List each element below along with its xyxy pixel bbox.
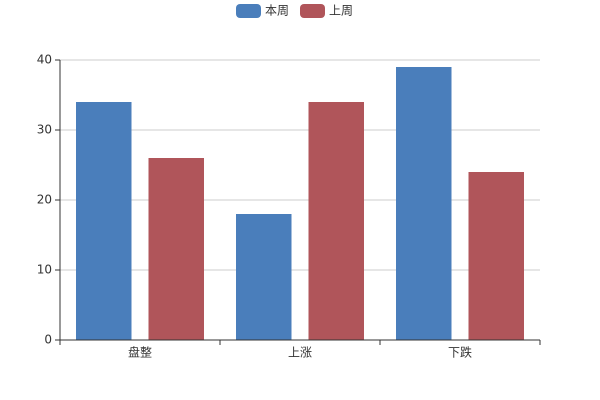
legend-swatch <box>300 4 325 18</box>
bar <box>236 214 292 340</box>
x-tick-label: 下跌 <box>448 345 472 360</box>
bar <box>148 158 204 340</box>
bar <box>76 102 132 340</box>
y-tick-label: 10 <box>37 263 52 277</box>
legend-label: 本周 <box>265 4 289 18</box>
y-tick-label: 30 <box>37 123 52 137</box>
legend-swatch <box>236 4 261 18</box>
y-tick-label: 40 <box>37 53 52 67</box>
y-tick-label: 20 <box>37 193 52 207</box>
bar <box>396 67 452 340</box>
x-tick-label: 盘整 <box>128 345 152 360</box>
y-tick-label: 0 <box>44 333 52 347</box>
x-tick-label: 上涨 <box>288 345 312 360</box>
bar <box>308 102 364 340</box>
bar <box>468 172 524 340</box>
legend-label: 上周 <box>329 4 353 18</box>
